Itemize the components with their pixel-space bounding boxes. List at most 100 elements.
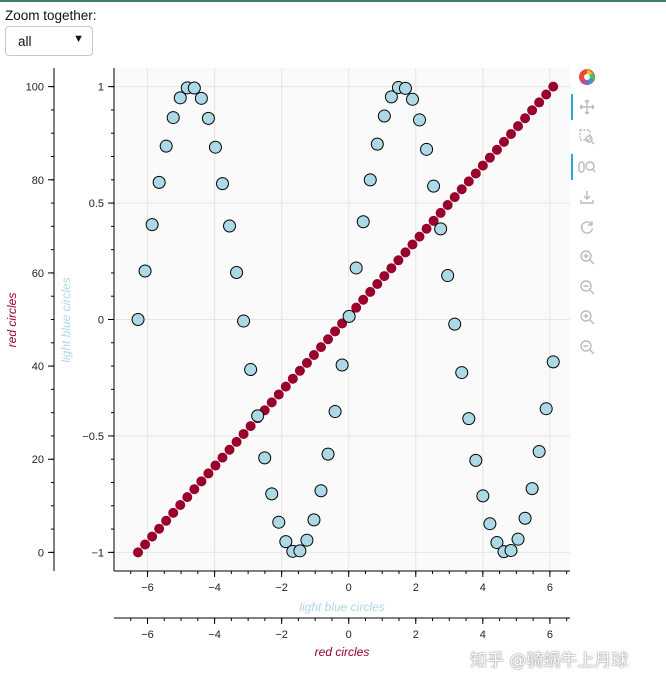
red-circle-point xyxy=(337,318,348,329)
x-outer-tick-label: 2 xyxy=(413,629,419,641)
light-blue-circle-point xyxy=(244,363,258,377)
light-blue-circle-point xyxy=(145,218,159,232)
y-outer-tick-label: 40 xyxy=(32,361,44,373)
light-blue-circle-point xyxy=(194,91,208,105)
light-blue-circle-point xyxy=(441,269,455,283)
y-axis-inner-label: light blue circles xyxy=(59,277,73,362)
zoom-in-icon[interactable] xyxy=(572,304,602,330)
light-blue-circle-point xyxy=(272,515,286,529)
red-circle-point xyxy=(358,294,369,305)
tool-active-indicator xyxy=(571,94,573,120)
red-circle-point xyxy=(287,373,298,384)
red-circle-point xyxy=(428,215,439,226)
light-blue-circle-point xyxy=(237,314,251,328)
light-blue-circle-point xyxy=(138,264,152,278)
red-circle-point xyxy=(407,239,418,250)
light-blue-circle-point xyxy=(223,219,237,233)
red-circle-point xyxy=(182,492,193,503)
light-blue-circle-point xyxy=(427,179,441,193)
red-circle-point xyxy=(421,223,432,234)
y-inner-tick-label: 1 xyxy=(98,82,104,94)
light-blue-circle-point xyxy=(539,402,553,416)
y-axis-outer-label: red circles xyxy=(5,293,19,348)
red-circle-point xyxy=(513,121,524,132)
red-circle-point xyxy=(506,128,517,139)
series-light-blue-circles xyxy=(131,81,560,559)
light-blue-circle-point xyxy=(265,487,279,501)
box-zoom-icon[interactable] xyxy=(572,124,602,150)
zoom-select-value: all xyxy=(18,34,32,49)
tool-active-indicator xyxy=(571,154,573,180)
light-blue-circle-point xyxy=(152,175,166,189)
red-circle-point xyxy=(224,444,235,455)
light-blue-circle-point xyxy=(398,81,412,95)
light-blue-circle-point xyxy=(159,139,173,153)
red-circle-point xyxy=(534,97,545,108)
red-circle-point xyxy=(161,515,172,526)
light-blue-circle-point xyxy=(483,517,497,531)
light-blue-circle-point xyxy=(201,111,215,125)
light-blue-circle-point xyxy=(251,409,265,423)
reset-icon[interactable] xyxy=(572,214,602,240)
pan-icon[interactable] xyxy=(571,94,602,120)
light-blue-circle-point xyxy=(455,366,469,380)
light-blue-circle-point xyxy=(476,489,490,503)
y-inner-tick-label: 0 xyxy=(98,315,104,327)
light-blue-circle-point xyxy=(413,113,427,127)
light-blue-circle-point xyxy=(420,142,434,156)
x-outer-tick-label: −6 xyxy=(141,629,154,641)
light-blue-circle-point xyxy=(448,317,462,331)
x-outer-tick-label: 0 xyxy=(346,629,352,641)
zoom-in-icon[interactable] xyxy=(572,244,602,270)
red-circle-point xyxy=(231,436,242,447)
red-circle-point xyxy=(245,421,256,432)
x-outer-tick-label: −4 xyxy=(208,629,221,641)
red-circle-point xyxy=(316,342,327,353)
axes: −1 −0.5 0 0.5 1 0 20 40 60 80 100 −6 −4 −2 0 2 4 6 −6 −4 −2 0… xyxy=(26,68,570,641)
bokeh-logo-icon[interactable] xyxy=(572,64,602,90)
wheel-zoom-icon[interactable] xyxy=(571,154,602,180)
light-blue-circle-point xyxy=(300,533,314,547)
watermark: 知乎 @骑蜗牛上月球 xyxy=(470,651,629,671)
light-blue-circle-point xyxy=(405,92,419,106)
red-circle-point xyxy=(294,365,305,376)
red-circle-point xyxy=(379,271,390,282)
red-circle-point xyxy=(491,144,502,155)
light-blue-circle-point xyxy=(469,453,483,467)
top-rule xyxy=(0,0,666,2)
y-inner-tick-label: −0.5 xyxy=(82,431,104,443)
red-circle-point xyxy=(238,428,249,439)
red-circle-point xyxy=(273,389,284,400)
zoom-out-icon[interactable] xyxy=(572,274,602,300)
light-blue-circle-point xyxy=(356,215,370,229)
light-blue-circle-point xyxy=(328,405,342,419)
light-blue-circle-point xyxy=(525,482,539,496)
red-circle-point xyxy=(527,105,538,116)
zoom-out-icon[interactable] xyxy=(572,334,602,360)
y-outer-tick-label: 60 xyxy=(32,268,44,280)
red-circle-point xyxy=(196,476,207,487)
red-circle-point xyxy=(386,263,397,274)
red-circle-point xyxy=(456,184,467,195)
light-blue-circle-point xyxy=(434,222,448,236)
light-blue-circle-point xyxy=(511,532,525,546)
red-circle-point xyxy=(484,152,495,163)
chevron-down-icon: ▼ xyxy=(73,33,84,45)
light-blue-circle-point xyxy=(462,412,476,426)
red-circle-point xyxy=(414,231,425,242)
red-circle-point xyxy=(372,278,383,289)
series-red-circles xyxy=(133,81,559,558)
red-circle-point xyxy=(435,207,446,218)
light-blue-circle-point xyxy=(173,91,187,105)
y-outer-tick-label: 0 xyxy=(38,547,44,559)
red-circle-point xyxy=(308,350,319,361)
light-blue-circle-point xyxy=(335,358,349,372)
light-blue-circle-point xyxy=(208,140,222,154)
zoom-together-select[interactable]: all ▼ xyxy=(5,26,93,56)
save-icon[interactable] xyxy=(572,184,602,210)
red-circle-point xyxy=(330,326,341,337)
light-blue-circle-point xyxy=(546,355,560,369)
red-circle-point xyxy=(400,247,411,258)
x-inner-tick-label: 4 xyxy=(480,582,486,594)
